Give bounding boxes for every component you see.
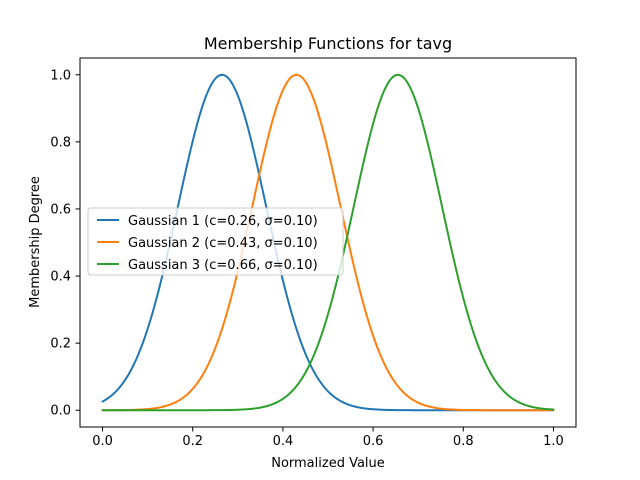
y-tick-label-0: 0.0 <box>50 404 71 419</box>
legend-label-3: Gaussian 3 (c=0.66, σ=0.10) <box>128 258 318 273</box>
x-tick-label-3: 0.6 <box>363 434 384 449</box>
legend-label-1: Gaussian 1 (c=0.26, σ=0.10) <box>128 214 318 229</box>
y-tick-label-5: 1.0 <box>50 68 71 83</box>
x-tick-label-0: 0.0 <box>92 434 113 449</box>
x-tick-label-2: 0.4 <box>273 434 294 449</box>
legend-label-2: Gaussian 2 (c=0.43, σ=0.10) <box>128 236 318 251</box>
chart-title: Membership Functions for tavg <box>204 34 452 53</box>
y-tick-label-1: 0.2 <box>50 337 71 352</box>
y-tick-label-4: 0.8 <box>50 135 71 150</box>
axes-frame <box>79 57 577 428</box>
series-line-3 <box>101 73 555 412</box>
y-tick-label-3: 0.6 <box>50 202 71 217</box>
x-axis-label: Normalized Value <box>271 456 385 471</box>
legend-box <box>87 207 344 276</box>
y-axis-label: Membership Degree <box>28 176 43 308</box>
y-tick-label-2: 0.4 <box>50 270 71 285</box>
legend: Gaussian 1 (c=0.26, σ=0.10) Gaussian 2 (c… <box>87 207 344 276</box>
x-tick-label-4: 0.8 <box>453 434 474 449</box>
x-tick-label-5: 1.0 <box>543 434 564 449</box>
plot-area: 0.0 0.2 0.4 0.6 0.8 1.0 0.0 0.2 0.4 0.6 0.8 1.0 <box>50 57 577 449</box>
series-line-2 <box>101 73 555 412</box>
x-tick-label-1: 0.2 <box>182 434 203 449</box>
